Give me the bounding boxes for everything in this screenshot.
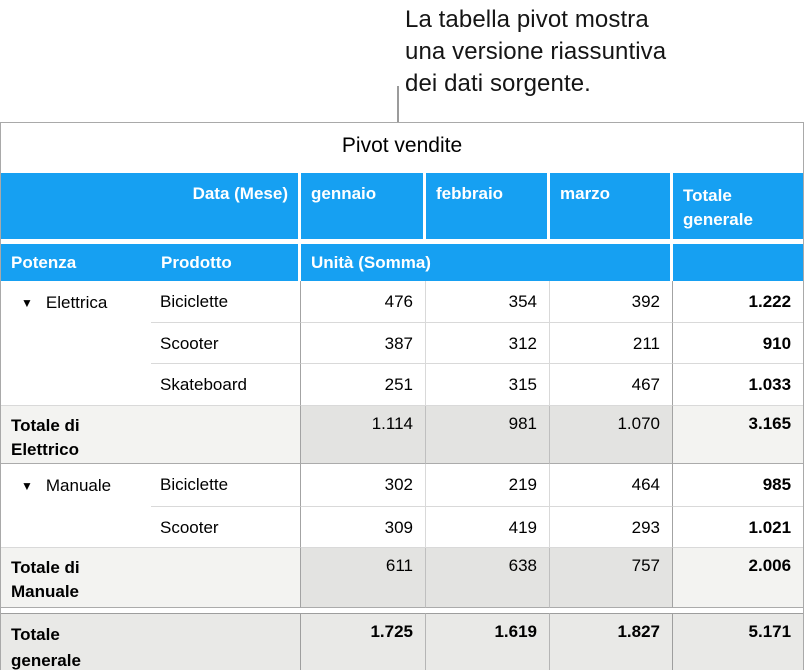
- header-gap: [1, 239, 803, 244]
- row-header-potenza[interactable]: Potenza: [1, 244, 151, 281]
- col-header-totale-generale-label: Totale generale: [683, 186, 753, 229]
- value-cell[interactable]: 312: [426, 323, 550, 364]
- disclosure-triangle-icon[interactable]: ▼: [21, 479, 33, 493]
- grand-total-sum-cell[interactable]: 5.171: [673, 613, 803, 670]
- subtotal-total-cell[interactable]: 3.165: [673, 406, 803, 464]
- grand-total-value-cell[interactable]: 1.827: [550, 613, 673, 670]
- value-cell[interactable]: 419: [426, 507, 550, 548]
- disclosure-triangle-icon[interactable]: ▼: [21, 296, 33, 310]
- product-cell[interactable]: Scooter: [151, 507, 301, 548]
- product-cell[interactable]: Scooter: [151, 323, 301, 364]
- value-cell[interactable]: 464: [550, 464, 673, 507]
- grand-total-value-cell[interactable]: 1.619: [426, 613, 550, 670]
- col-header-totale-generale[interactable]: Totale generale: [673, 173, 803, 239]
- annotation-line-1: La tabella pivot mostra: [405, 6, 649, 33]
- group-cell-elettrica[interactable]: ▼ Elettrica: [1, 281, 151, 406]
- subtotal-label-manuale: Totale di Manuale: [11, 558, 80, 601]
- value-cell[interactable]: 476: [301, 281, 426, 323]
- value-cell[interactable]: 467: [550, 364, 673, 406]
- table-title[interactable]: Pivot vendite: [1, 123, 803, 173]
- subtotal-value-cell[interactable]: 611: [301, 548, 426, 608]
- annotation-text: La tabella pivot mostra una versione ria…: [405, 4, 666, 100]
- subtotal-label-cell[interactable]: Totale di Elettrico: [1, 406, 301, 464]
- product-cell[interactable]: Biciclette: [151, 281, 301, 323]
- col-header-data-mese[interactable]: Data (Mese): [1, 173, 301, 239]
- group-label-elettrica: Elettrica: [45, 293, 108, 312]
- col-header-marzo[interactable]: marzo: [550, 173, 673, 239]
- product-cell[interactable]: Skateboard: [151, 364, 301, 406]
- row-total-cell[interactable]: 985: [673, 464, 803, 507]
- subtotal-value-cell[interactable]: 638: [426, 548, 550, 608]
- row-header-prodotto[interactable]: Prodotto: [151, 244, 301, 281]
- value-cell[interactable]: 392: [550, 281, 673, 323]
- subtotal-value-cell[interactable]: 757: [550, 548, 673, 608]
- value-cell[interactable]: 219: [426, 464, 550, 507]
- subtotal-label-cell[interactable]: Totale di Manuale: [1, 548, 301, 608]
- group-label-manuale: Manuale: [45, 476, 112, 495]
- subtotal-value-cell[interactable]: 1.070: [550, 406, 673, 464]
- group-cell-manuale[interactable]: ▼ Manuale: [1, 464, 151, 548]
- row-total-cell[interactable]: 1.021: [673, 507, 803, 548]
- value-cell[interactable]: 315: [426, 364, 550, 406]
- row-total-cell[interactable]: 910: [673, 323, 803, 364]
- pivot-table: Pivot vendite Data (Mese) gennaio febbra…: [0, 122, 804, 670]
- subtotal-label-elettrico: Totale di Elettrico: [11, 416, 80, 459]
- row-total-cell[interactable]: 1.033: [673, 364, 803, 406]
- footer-gap: [1, 608, 803, 613]
- subtotal-total-cell[interactable]: 2.006: [673, 548, 803, 608]
- value-cell[interactable]: 309: [301, 507, 426, 548]
- subtotal-value-cell[interactable]: 1.114: [301, 406, 426, 464]
- annotation-line-3: dei dati sorgente.: [405, 70, 591, 97]
- annotation-line-2: una versione riassuntiva: [405, 38, 667, 65]
- value-cell[interactable]: 387: [301, 323, 426, 364]
- value-cell[interactable]: 211: [550, 323, 673, 364]
- values-header-unita-somma[interactable]: Unità (Somma): [301, 244, 673, 281]
- grand-total-value-cell[interactable]: 1.725: [301, 613, 426, 670]
- col-header-gennaio[interactable]: gennaio: [301, 173, 426, 239]
- grand-total-label-cell[interactable]: Totale generale: [1, 613, 301, 670]
- value-cell[interactable]: 293: [550, 507, 673, 548]
- col-header-febbraio[interactable]: febbraio: [426, 173, 550, 239]
- values-header-empty[interactable]: [673, 244, 803, 281]
- value-cell[interactable]: 302: [301, 464, 426, 507]
- product-cell[interactable]: Biciclette: [151, 464, 301, 507]
- row-total-cell[interactable]: 1.222: [673, 281, 803, 323]
- grand-total-label: Totale generale: [11, 625, 81, 670]
- subtotal-value-cell[interactable]: 981: [426, 406, 550, 464]
- callout-line: [397, 86, 399, 123]
- value-cell[interactable]: 354: [426, 281, 550, 323]
- value-cell[interactable]: 251: [301, 364, 426, 406]
